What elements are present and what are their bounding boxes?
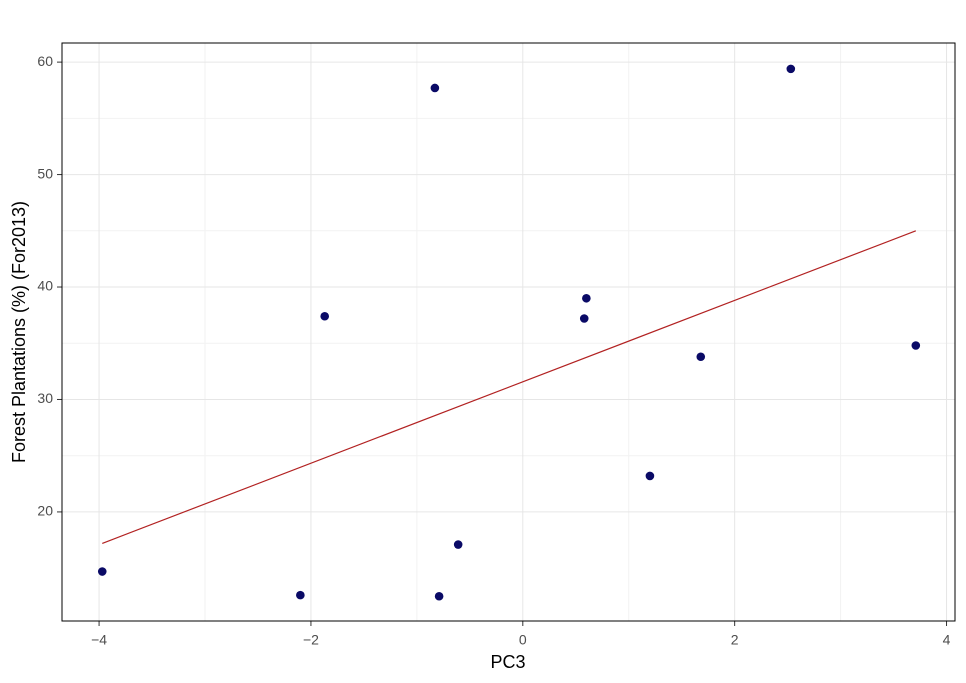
point bbox=[911, 341, 921, 350]
point bbox=[97, 567, 107, 576]
y-tick-label: 50 bbox=[37, 165, 53, 181]
y-tick-label: 40 bbox=[37, 278, 53, 294]
y-tick-label: 60 bbox=[37, 53, 53, 69]
point bbox=[579, 314, 589, 323]
x-tick-label: 4 bbox=[943, 632, 951, 648]
point bbox=[696, 352, 706, 362]
point bbox=[645, 471, 655, 481]
point bbox=[582, 293, 591, 303]
grid bbox=[62, 43, 955, 621]
y-tick-label: 20 bbox=[37, 503, 53, 519]
plot-border bbox=[61, 42, 956, 622]
x-tick-label: 2 bbox=[731, 632, 739, 648]
x-tick-label: −2 bbox=[303, 632, 319, 648]
point bbox=[430, 83, 440, 93]
y-tick-label: 30 bbox=[37, 390, 53, 406]
point bbox=[434, 591, 444, 601]
y-axis-title: Forest Plantations (%) (For2013) bbox=[9, 201, 29, 463]
point bbox=[453, 540, 463, 549]
trend-line bbox=[102, 230, 917, 544]
x-axis-title: PC3 bbox=[490, 652, 525, 672]
point bbox=[296, 590, 305, 600]
point bbox=[786, 64, 796, 74]
x-tick-label: −4 bbox=[91, 632, 107, 648]
point bbox=[320, 311, 330, 321]
x-tick-label: 0 bbox=[519, 632, 527, 648]
